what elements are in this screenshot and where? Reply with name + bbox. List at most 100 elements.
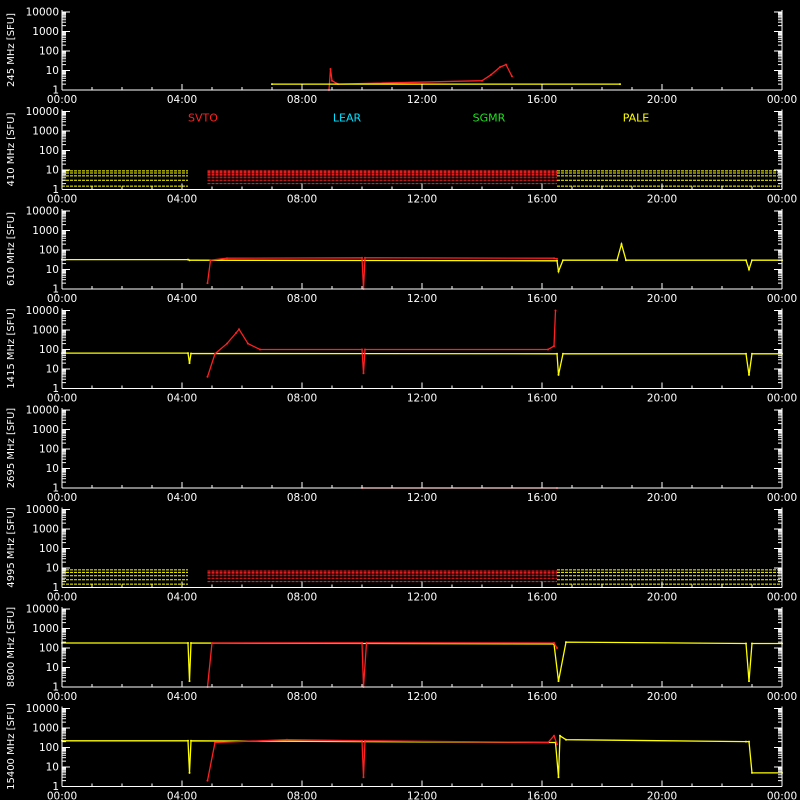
data-point-6	[557, 776, 560, 779]
data-point-5	[362, 776, 365, 779]
x-tick-label: 16:00	[527, 791, 557, 800]
y-axis-label: 610 MHz [SFU]	[6, 212, 17, 286]
data-point-6	[562, 259, 564, 262]
x-tick-label: 04:00	[167, 194, 197, 206]
data-point-9	[362, 372, 365, 375]
x-tick-label: 08:00	[287, 691, 317, 703]
y-tick-label: 1000	[32, 623, 59, 635]
data-point-7	[616, 259, 618, 262]
x-tick-label: 04:00	[167, 492, 197, 504]
x-tick-label: 00:00	[767, 492, 797, 504]
y-tick-label: 10	[46, 563, 59, 575]
data-point-2	[619, 83, 621, 86]
data-point-7	[562, 352, 564, 355]
data-point-8	[565, 738, 567, 741]
panel-6: 1 10 100 1000 10000 00:00 04:00 08:00 12:00 16:00…	[6, 504, 797, 604]
x-tick-label: 16:00	[527, 94, 557, 106]
x-tick-label: 20:00	[647, 393, 677, 405]
x-tick-label: 08:00	[287, 393, 317, 405]
data-point-10	[745, 259, 747, 262]
x-tick-label: 08:00	[287, 293, 317, 305]
x-tick-label: 00:00	[47, 592, 77, 604]
data-point-8	[556, 257, 558, 260]
y-tick-label: 100	[39, 444, 59, 456]
x-tick-label: 00:00	[767, 691, 797, 703]
y-axis-label: 4995 MHz [SFU]	[6, 507, 17, 588]
y-tick-label: 1	[52, 383, 59, 395]
data-point-9	[748, 373, 750, 376]
panel-4: 1 10 100 1000 10000 00:00 04:00 08:00 12:00 16:00…	[6, 305, 797, 405]
y-axis-label: 2695 MHz [SFU]	[6, 408, 17, 489]
series-pale	[62, 170, 782, 187]
x-tick-label: 04:00	[167, 393, 197, 405]
data-point-5	[238, 328, 240, 331]
data-point-1	[206, 375, 209, 378]
series-svto	[206, 309, 557, 378]
series-svto	[207, 570, 557, 583]
data-point-12	[751, 259, 753, 262]
y-tick-label: 10	[46, 662, 59, 674]
data-point-7	[499, 66, 501, 69]
data-point-11	[748, 268, 750, 271]
y-tick-label: 1	[52, 284, 59, 296]
x-tick-label: 12:00	[407, 94, 437, 106]
panel-2: 1 10 100 1000 10000 00:00 04:00 08:00 12:00 16:00…	[6, 106, 797, 206]
x-tick-label: 04:00	[167, 293, 197, 305]
y-tick-label: 100	[39, 643, 59, 655]
data-point-2	[187, 258, 189, 261]
data-point-3	[188, 259, 191, 262]
data-point-2	[187, 642, 189, 644]
series-svto	[328, 63, 513, 91]
data-point-4	[235, 332, 237, 334]
data-point-4	[190, 739, 192, 742]
x-tick-label: 00:00	[767, 791, 797, 800]
data-point-3	[331, 79, 333, 82]
y-tick-label: 1000	[32, 325, 59, 337]
series-pale	[62, 569, 782, 585]
data-point-3	[286, 738, 288, 741]
y-tick-label: 10	[46, 264, 59, 276]
x-tick-label: 20:00	[647, 293, 677, 305]
x-tick-label: 04:00	[167, 592, 197, 604]
x-tick-label: 00:00	[47, 791, 77, 800]
x-tick-label: 00:00	[47, 94, 77, 106]
data-point-10	[751, 642, 753, 645]
data-point-2	[214, 741, 216, 744]
y-tick-label: 1000	[32, 424, 59, 436]
y-tick-label: 1	[52, 582, 59, 594]
data-point-6	[490, 73, 492, 76]
data-point-1	[206, 282, 209, 285]
data-point-9	[556, 743, 558, 746]
data-point-3	[188, 362, 191, 365]
panel-1: 1 10 100 1000 10000 00:00 04:00 08:00 12:00 16:00…	[6, 7, 797, 107]
data-point-6	[553, 642, 555, 644]
data-point-6	[364, 256, 366, 259]
x-tick-label: 08:00	[287, 592, 317, 604]
data-point-9	[625, 259, 627, 262]
x-tick-label: 12:00	[407, 791, 437, 800]
y-tick-label: 10000	[26, 405, 59, 417]
y-tick-label: 100	[39, 245, 59, 257]
y-tick-label: 10000	[26, 7, 59, 19]
data-point-6	[557, 680, 560, 683]
panel-3: 1 10 100 1000 10000 00:00 04:00 08:00 12:00 16:00…	[6, 206, 797, 306]
x-tick-label: 12:00	[407, 492, 437, 504]
x-tick-label: 20:00	[647, 691, 677, 703]
data-point-7	[547, 741, 549, 744]
data-point-7	[556, 647, 558, 649]
data-point-7	[559, 734, 561, 737]
data-point-3	[188, 771, 191, 774]
data-point-11	[751, 771, 753, 774]
series-pale	[271, 83, 621, 86]
y-tick-label: 1	[52, 483, 59, 495]
series-line-pale	[62, 734, 782, 778]
y-axis-label: 410 MHz [SFU]	[6, 112, 17, 186]
y-tick-label: 100	[39, 742, 59, 754]
data-point-5	[481, 79, 483, 82]
panel-5: 1 10 100 1000 10000 00:00 04:00 08:00 12:00 16:00…	[6, 405, 797, 505]
data-point-6	[557, 373, 560, 376]
data-point-2	[187, 739, 189, 742]
x-tick-label: 00:00	[767, 592, 797, 604]
data-point-6	[247, 342, 249, 345]
